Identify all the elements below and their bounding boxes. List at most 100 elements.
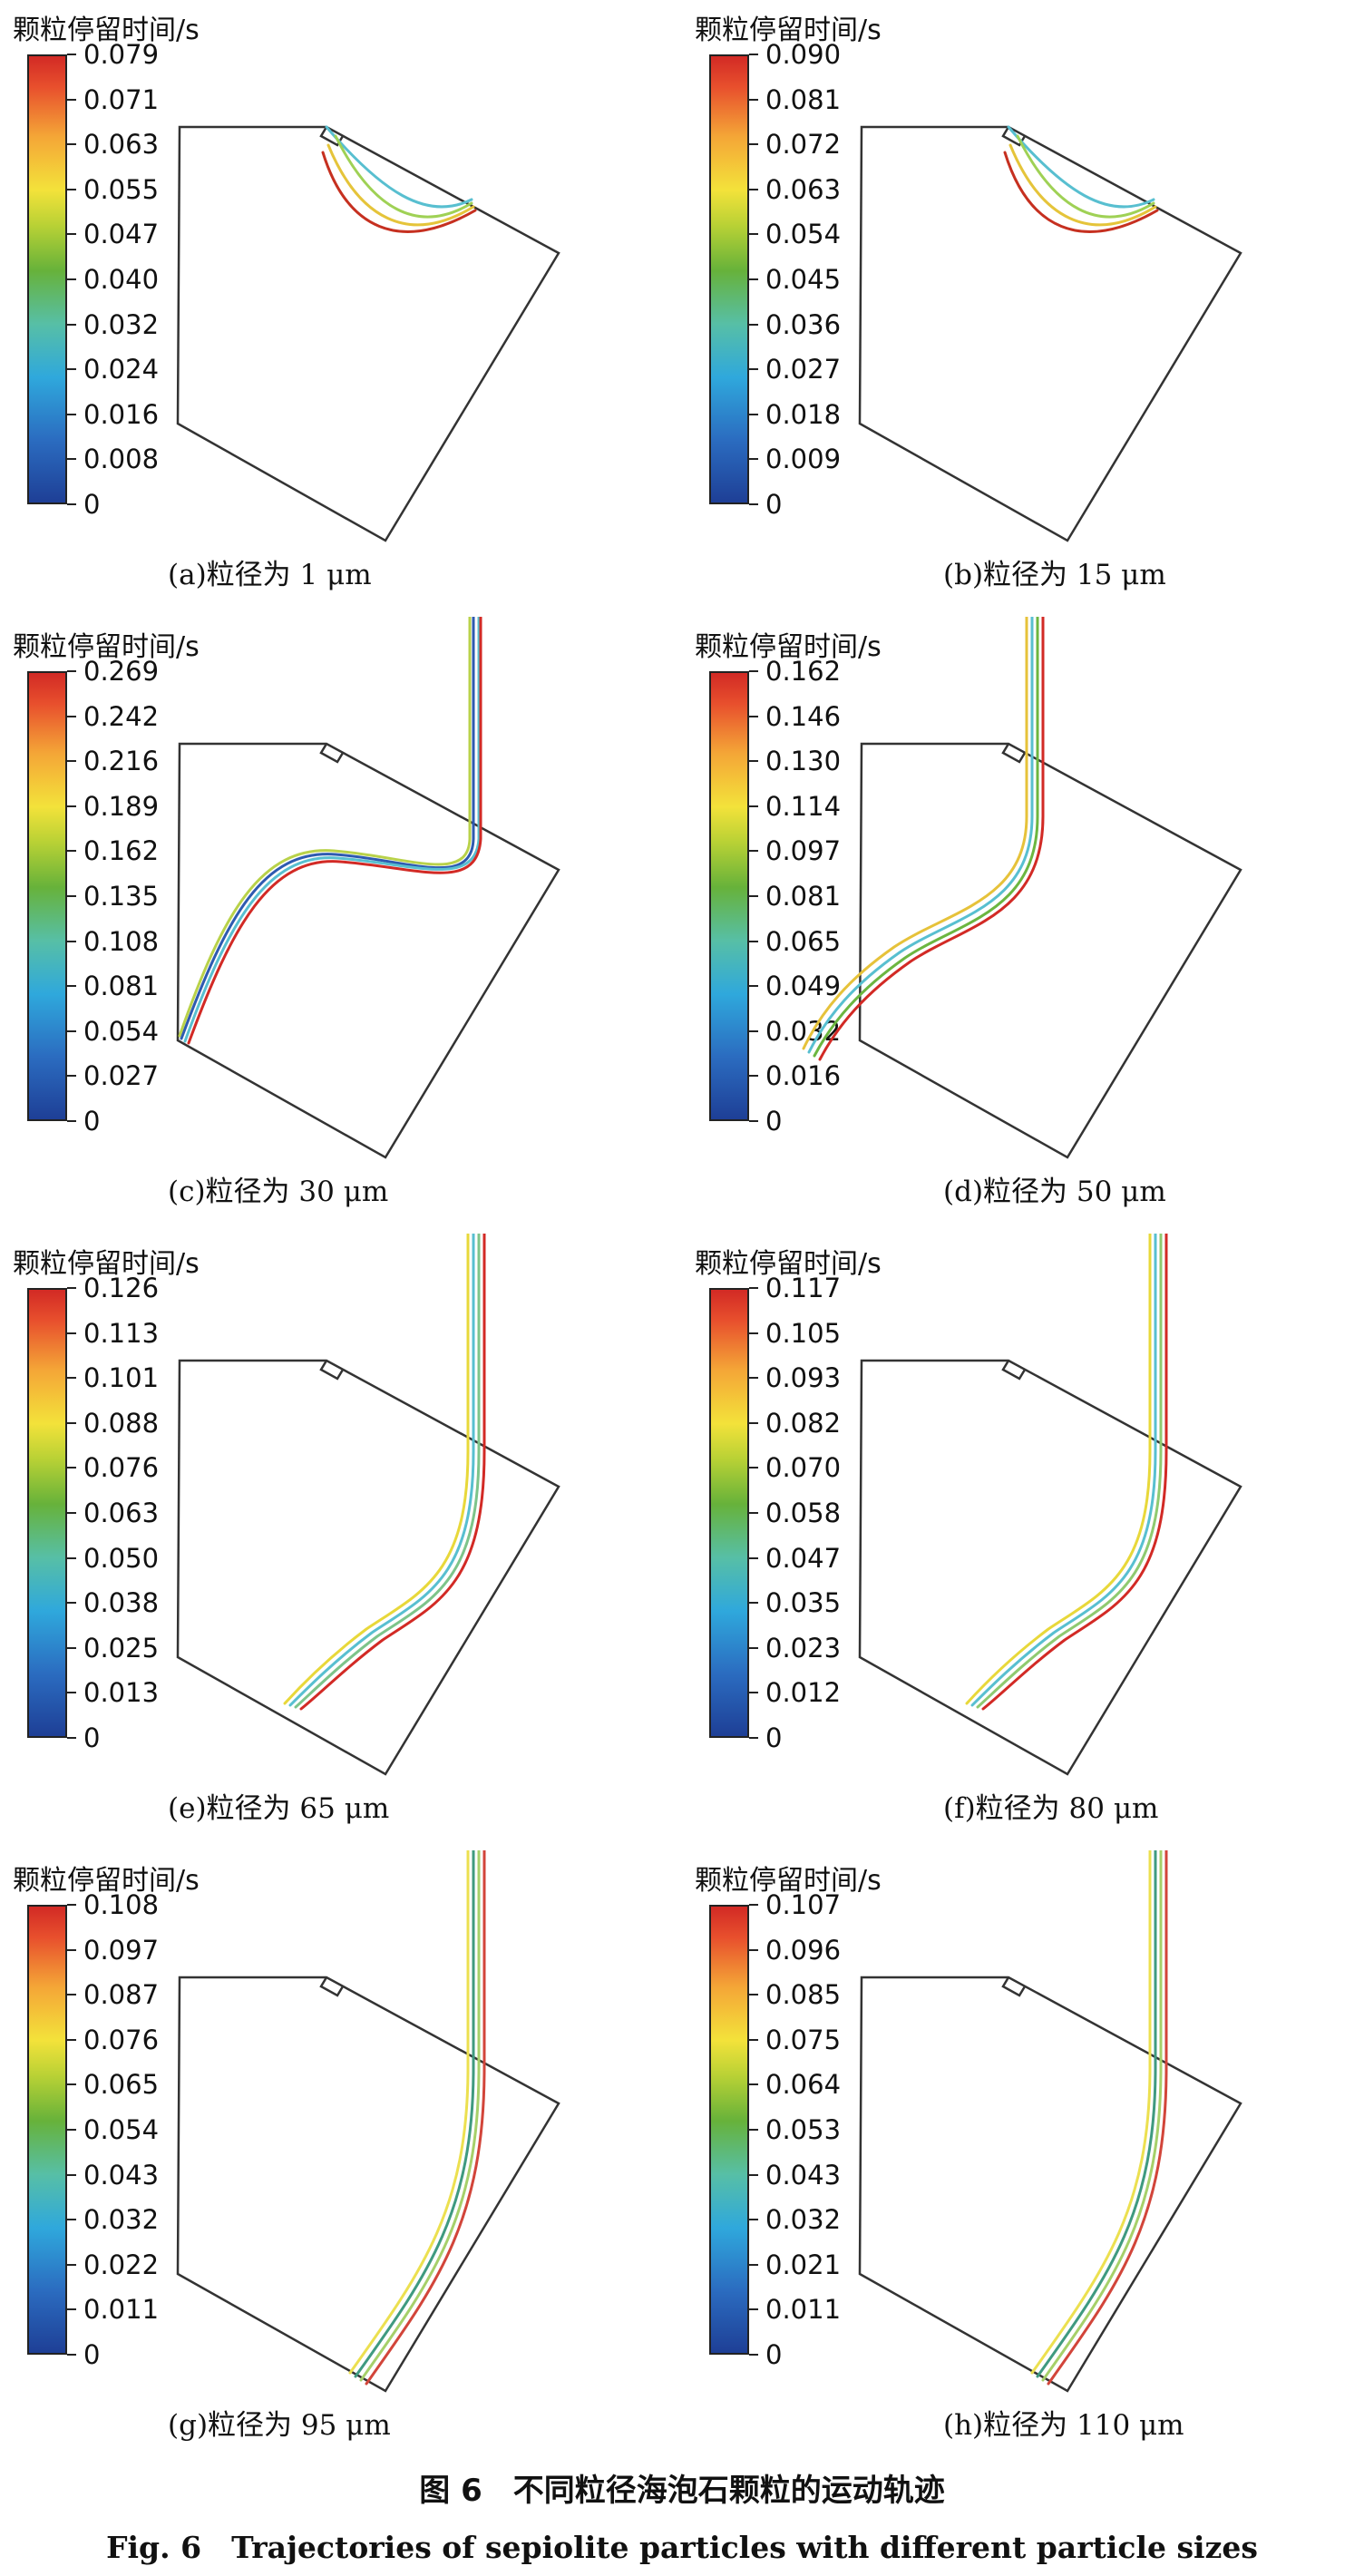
colorbar-tick-label: 0.027 xyxy=(83,1060,160,1092)
colorbar-tick xyxy=(749,98,758,101)
colorbar-tick-label: 0.009 xyxy=(765,444,842,475)
colorbar-tick-label: 0.036 xyxy=(765,308,842,340)
particle-trajectory xyxy=(818,617,1045,1061)
inlet-notch xyxy=(1001,1976,1027,1997)
colorbar-tick-label: 0.032 xyxy=(83,2204,160,2236)
colorbar-tick xyxy=(749,2173,758,2176)
colorbar-tick-label: 0.105 xyxy=(765,1317,842,1349)
colorbar-tick xyxy=(67,1287,76,1289)
inlet-notch xyxy=(319,743,345,764)
colorbar-tick xyxy=(749,1287,758,1289)
colorbar-tick-label: 0.097 xyxy=(765,835,842,867)
inlet-notch xyxy=(319,1976,345,1997)
colorbar-tick-label: 0.065 xyxy=(83,2069,160,2101)
colorbar-tick-label: 0.085 xyxy=(765,1979,842,2011)
colorbar-tick xyxy=(749,940,758,942)
colorbar-tick xyxy=(67,1692,76,1694)
colorbar xyxy=(709,54,749,504)
colorbar-tick-label: 0.071 xyxy=(83,83,160,115)
colorbar-tick xyxy=(749,2263,758,2266)
colorbar-tick xyxy=(67,1556,76,1559)
colorbar-tick-label: 0.054 xyxy=(765,219,842,250)
colorbar-tick-label: 0.035 xyxy=(765,1587,842,1619)
chamber-outline xyxy=(176,1359,560,1776)
colorbar-tick xyxy=(67,715,76,717)
colorbar-tick xyxy=(749,760,758,763)
colorbar-tick-label: 0.043 xyxy=(765,2159,842,2191)
colorbar-tick xyxy=(749,458,758,461)
colorbar-tick-label: 0.072 xyxy=(765,129,842,161)
colorbar-tick-label: 0.070 xyxy=(765,1452,842,1484)
trajectory-plot xyxy=(858,1234,1242,1776)
particle-trajectory xyxy=(1003,151,1159,233)
colorbar-tick xyxy=(749,233,758,236)
colorbar-tick-label: 0.108 xyxy=(83,925,160,957)
colorbar-tick xyxy=(749,1075,758,1078)
particle-trajectory xyxy=(299,1234,486,1711)
colorbar-tick xyxy=(67,188,76,190)
colorbar-tick xyxy=(749,503,758,505)
chamber-outline xyxy=(858,125,1242,542)
colorbar-tick xyxy=(67,1512,76,1514)
colorbar-tick-label: 0.064 xyxy=(765,2069,842,2101)
colorbar xyxy=(709,1905,749,2355)
colorbar-tick xyxy=(749,670,758,672)
colorbar-tick xyxy=(749,2083,758,2086)
colorbar-tick xyxy=(749,2219,758,2221)
colorbar-tick xyxy=(67,2308,76,2311)
colorbar-tick xyxy=(67,233,76,236)
colorbar-tick-label: 0.012 xyxy=(765,1677,842,1709)
colorbar-tick xyxy=(67,458,76,461)
colorbar-tick-label: 0.053 xyxy=(765,2114,842,2145)
colorbar-tick xyxy=(749,368,758,371)
colorbar-tick-label: 0.045 xyxy=(765,264,842,295)
colorbar-tick xyxy=(67,1948,76,1951)
particle-trajectory xyxy=(1008,143,1157,227)
colorbar-title: 颗粒停留时间/s xyxy=(13,1248,200,1280)
colorbar-tick xyxy=(67,670,76,672)
colorbar-tick-label: 0.162 xyxy=(83,835,160,867)
colorbar-tick xyxy=(749,323,758,326)
chamber-outline xyxy=(858,1976,1242,2393)
panel-h: 颗粒停留时间/s 0.107 0.096 0.085 0.075 0.064 0.053 0.… xyxy=(682,1850,1364,2467)
colorbar-tick xyxy=(67,1332,76,1334)
colorbar-tick xyxy=(67,1904,76,1906)
particle-trajectory xyxy=(976,1234,1163,1709)
colorbar-tick-label: 0.097 xyxy=(83,1934,160,1966)
colorbar-tick-label: 0.025 xyxy=(83,1632,160,1664)
panel-a: 颗粒停留时间/s 0.079 0.071 0.063 0.055 0.047 0.040 0.… xyxy=(0,0,682,617)
colorbar-tick xyxy=(749,1467,758,1469)
colorbar-tick-label: 0.216 xyxy=(83,746,160,777)
inlet-notch xyxy=(1001,743,1027,764)
colorbar-tick xyxy=(67,805,76,807)
colorbar-tick-label: 0.054 xyxy=(83,1015,160,1047)
colorbar-tick-label: 0 xyxy=(765,489,783,520)
colorbar-tick xyxy=(67,940,76,942)
colorbar-title: 颗粒停留时间/s xyxy=(695,15,882,46)
colorbar-tick xyxy=(67,1421,76,1424)
colorbar-tick xyxy=(67,1029,76,1032)
colorbar-tick-label: 0.013 xyxy=(83,1677,160,1709)
trajectory-plot xyxy=(858,125,1242,542)
panel-caption: (f)粒径为 80 μm xyxy=(943,1792,1159,1825)
panel-caption: (e)粒径为 65 μm xyxy=(168,1792,390,1825)
colorbar-tick xyxy=(67,895,76,897)
colorbar-tick-label: 0.008 xyxy=(83,444,160,475)
colorbar-tick-label: 0.065 xyxy=(765,925,842,957)
particle-trajectory xyxy=(1030,1850,1152,2375)
particle-trajectory xyxy=(981,1234,1168,1711)
colorbar-tick-label: 0.093 xyxy=(765,1362,842,1394)
panel-d: 颗粒停留时间/s 0.162 0.146 0.130 0.114 0.097 0.081 0.… xyxy=(682,617,1364,1234)
colorbar-tick-label: 0.018 xyxy=(765,398,842,430)
colorbar-tick xyxy=(67,143,76,146)
colorbar-tick xyxy=(67,1602,76,1605)
colorbar-tick xyxy=(67,2354,76,2356)
colorbar-tick-label: 0.113 xyxy=(83,1317,160,1349)
colorbar-tick-label: 0.021 xyxy=(765,2249,842,2280)
colorbar-tick-label: 0.047 xyxy=(765,1542,842,1574)
colorbar-tick-label: 0.075 xyxy=(765,2024,842,2055)
colorbar-tick-label: 0.088 xyxy=(83,1407,160,1439)
colorbar-tick-label: 0.049 xyxy=(765,971,842,1002)
colorbar-tick xyxy=(67,1075,76,1078)
inlet-notch xyxy=(319,1360,345,1381)
